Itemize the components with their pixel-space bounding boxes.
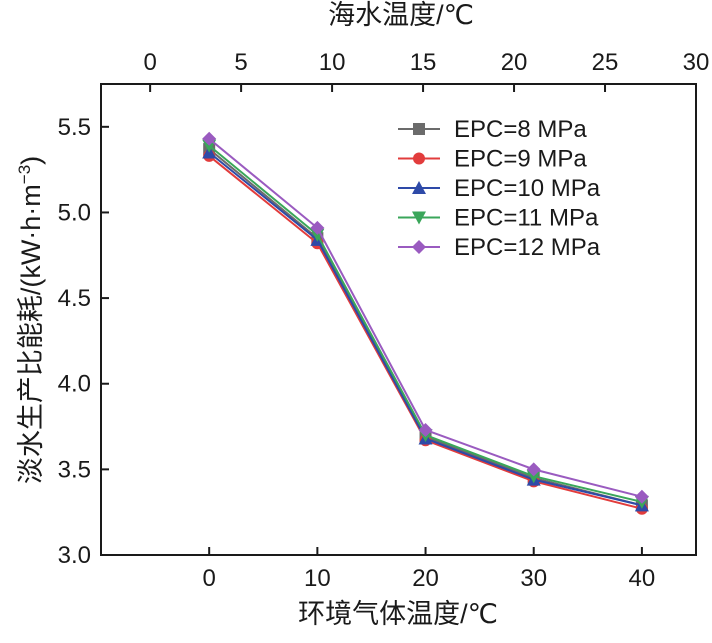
data-point	[310, 220, 325, 235]
y-tick-label: 4.5	[58, 285, 91, 312]
x-tick-label: 0	[203, 565, 216, 592]
top-x-tick-label: 10	[319, 49, 346, 76]
data-point	[418, 422, 433, 437]
legend-label: EPC=9 MPa	[454, 146, 587, 173]
data-point	[310, 228, 325, 242]
y-tick-label: 5.0	[58, 199, 91, 226]
x-tick-label: 10	[304, 565, 331, 592]
legend-item: EPC=9 MPa	[398, 146, 587, 173]
legend-item: EPC=10 MPa	[398, 175, 601, 202]
legend-item: EPC=12 MPa	[398, 234, 601, 261]
y-tick-label: 4.0	[58, 371, 91, 398]
y-tick-label: 3.0	[58, 542, 91, 569]
top-x-tick-label: 25	[592, 49, 619, 76]
data-point	[202, 131, 217, 146]
top-x-tick-label: 0	[143, 49, 156, 76]
top-x-tick-label: 20	[501, 49, 528, 76]
y-axis-title: 淡水生产比能耗/(kW·h·m−3)	[15, 156, 46, 484]
legend-marker	[412, 211, 426, 225]
legend-item: EPC=8 MPa	[398, 116, 587, 143]
data-point	[526, 470, 541, 484]
y-axis-title-exponent: −3	[15, 165, 34, 184]
ticks-layer: 0 10 20 30 40 0 5 10 15 20 25 30 3.0 3.5 4.0 4.5 5.0 5.5	[58, 49, 710, 592]
x-tick-label: 40	[629, 565, 656, 592]
top-x-tick-label: 5	[234, 49, 247, 76]
y-axis-title-main: 淡水生产比能耗/(kW·h·m	[16, 184, 46, 484]
legend-marker	[413, 152, 425, 165]
y-tick-label: 3.5	[58, 456, 91, 483]
series-layer	[202, 131, 649, 515]
data-point	[634, 489, 649, 504]
top-x-tick-label: 15	[410, 49, 437, 76]
legend-label: EPC=12 MPa	[454, 234, 601, 261]
top-x-axis-title: 海水温度/℃	[328, 0, 474, 30]
legend-label: EPC=10 MPa	[454, 175, 601, 202]
top-x-tick-label: 30	[683, 49, 710, 76]
legend-item: EPC=11 MPa	[398, 205, 599, 232]
series-line	[208, 148, 643, 507]
x-tick-label: 30	[520, 565, 547, 592]
series-5	[202, 131, 649, 504]
y-axis-title-close: )	[16, 156, 46, 165]
legend-label: EPC=8 MPa	[454, 116, 587, 143]
legend-marker	[413, 123, 425, 135]
legend-marker	[412, 181, 426, 194]
x-tick-label: 20	[412, 565, 439, 592]
plot-frame	[100, 83, 697, 556]
legend-label: EPC=11 MPa	[454, 205, 599, 232]
data-point	[526, 462, 541, 477]
x-axis-title: 环境气体温度/℃	[298, 599, 498, 629]
y-tick-label: 5.5	[58, 114, 91, 141]
legend-marker	[412, 240, 426, 254]
